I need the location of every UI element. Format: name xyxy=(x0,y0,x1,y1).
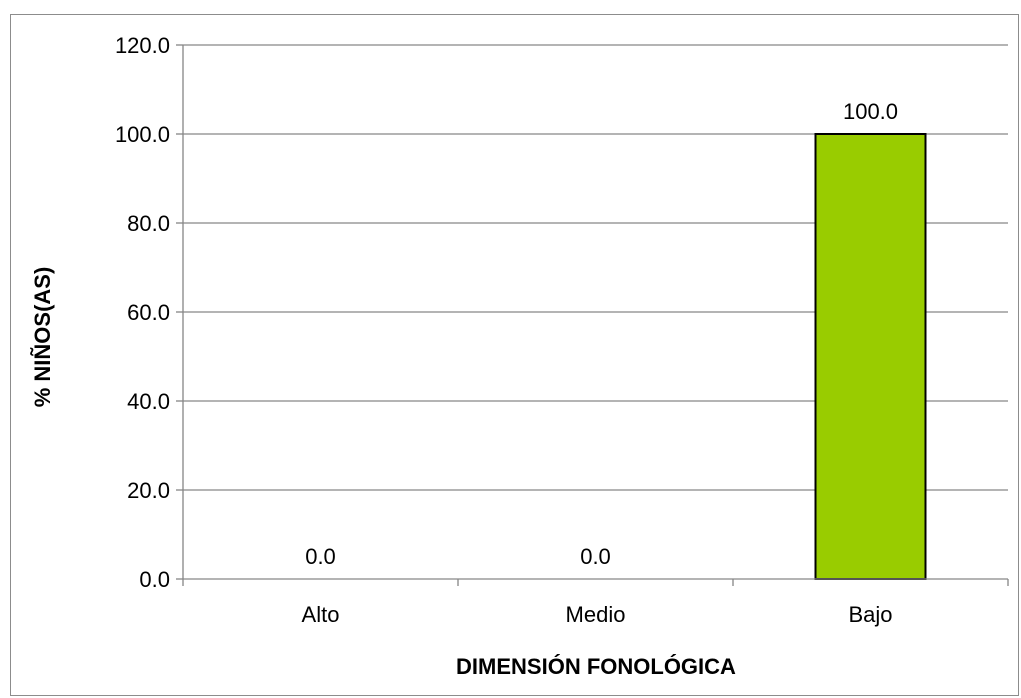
bar-bajo xyxy=(814,133,927,580)
y-tick-label: 0.0 xyxy=(139,567,170,592)
x-tick-label: Alto xyxy=(302,602,340,627)
y-tick-label: 80.0 xyxy=(127,211,170,236)
y-tick-label: 120.0 xyxy=(115,33,170,58)
x-tick-label: Medio xyxy=(566,602,626,627)
y-tick-label: 20.0 xyxy=(127,478,170,503)
y-tick-label: 40.0 xyxy=(127,389,170,414)
y-tick-label: 100.0 xyxy=(115,122,170,147)
y-tick-label: 60.0 xyxy=(127,300,170,325)
x-tick-label: Bajo xyxy=(848,602,892,627)
x-axis-title: DIMENSIÓN FONOLÓGICA xyxy=(456,654,736,679)
data-label: 0.0 xyxy=(580,544,611,569)
axes xyxy=(176,44,1009,586)
data-label: 100.0 xyxy=(843,99,898,124)
bars xyxy=(814,133,927,580)
data-label: 0.0 xyxy=(305,544,336,569)
y-axis-title: % NIÑOS(AS) xyxy=(30,267,55,408)
labels: 0.0 20.0 40.0 60.0 80.0 100.0 120.0 0.0 Alto 0.0 M… xyxy=(115,33,898,627)
